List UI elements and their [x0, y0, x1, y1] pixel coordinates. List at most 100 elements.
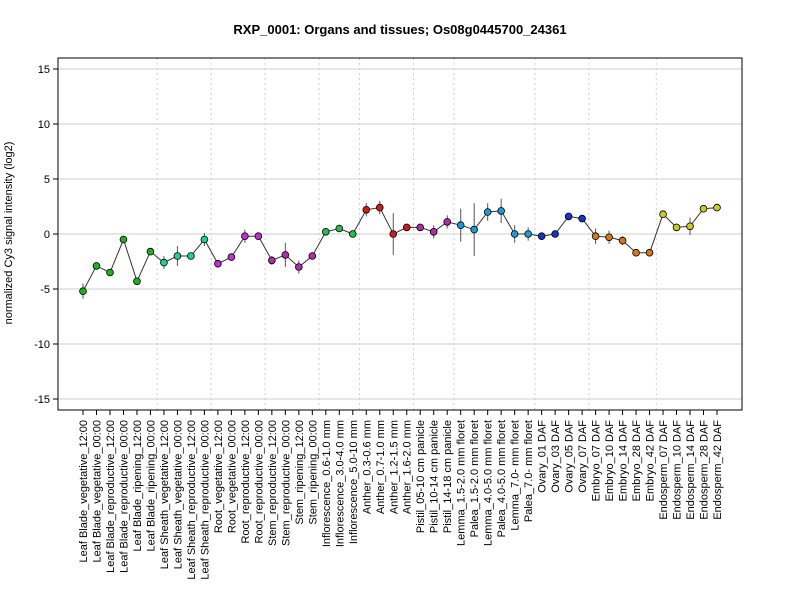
data-point	[551, 230, 559, 238]
data-point	[672, 223, 681, 232]
x-tick-label: Ovary_01 DAF	[537, 420, 549, 493]
data-point	[443, 218, 452, 226]
data-point	[402, 223, 411, 232]
data-point	[429, 228, 438, 236]
data-point	[106, 268, 114, 277]
x-tick-label: Anther_1.2-1.5 mm	[388, 420, 400, 514]
data-point	[456, 221, 465, 230]
data-point	[214, 259, 222, 268]
data-point	[645, 248, 654, 257]
x-tick-label: Inflorescence_0.6-1.0 mm	[321, 420, 333, 547]
data-point	[537, 232, 546, 241]
x-tick-label: Leaf Blade_reproductive_12:00	[105, 420, 117, 573]
x-tick-label: Root_vegetative_12:00	[213, 420, 225, 533]
data-point	[200, 235, 209, 244]
data-point	[483, 208, 492, 216]
data-point	[92, 262, 101, 270]
y-tick-label: 10	[38, 119, 50, 131]
x-tick-label: Leaf Blade_ripening_12:00	[132, 420, 144, 552]
data-point	[119, 235, 128, 244]
series-line	[82, 207, 718, 292]
x-tick-label: Embryo_07 DAF	[591, 420, 603, 502]
x-tick-label: Ovary_05 DAF	[564, 420, 576, 493]
x-tick-label: Stem_reproductive_12:00	[267, 420, 279, 546]
y-tick-label: 5	[44, 174, 50, 186]
data-point	[497, 207, 505, 215]
x-tick-label: Leaf Sheath_reproductive_12:00	[186, 420, 198, 580]
x-tick-label: Stem_ripening_12:00	[294, 420, 306, 525]
data-point	[699, 204, 708, 213]
x-tick-label: Leaf Blade_reproductive_00:00	[118, 420, 130, 573]
x-tick-label: Leaf Sheath_vegetative_00:00	[172, 420, 184, 569]
x-tick-label: Pistil_05-10 cm panicle	[415, 420, 427, 533]
x-tick-label: Endosperm_42 DAF	[712, 420, 724, 520]
x-tick-label: Root_reproductive_00:00	[253, 420, 265, 544]
data-point	[335, 224, 344, 233]
x-tick-label: Lemma_7.0- mm floret	[510, 420, 522, 531]
data-series	[79, 198, 721, 299]
x-tick-label: Root_vegetative_00:00	[226, 420, 238, 533]
y-axis: -15 -10 -5 0 5 10 15	[34, 64, 58, 406]
x-tick-label: Embryo_42 DAF	[645, 420, 657, 502]
data-point	[470, 225, 478, 234]
data-point	[308, 252, 317, 260]
y-axis-label: normalized Cy3 signal intensity (log2)	[3, 142, 15, 325]
x-tick-label: Anther_0.7-1.0 mm	[375, 420, 387, 514]
x-tick-label: Root_reproductive_12:00	[240, 420, 252, 544]
data-point	[227, 253, 236, 261]
x-tick-label: Embryo_10 DAF	[604, 420, 616, 502]
x-tick-label: Pistil_10-14 cm panicle	[429, 420, 441, 533]
data-point	[375, 203, 384, 212]
y-tick-label: -15	[34, 394, 50, 406]
x-tick-label: Embryo_14 DAF	[618, 420, 630, 502]
x-tick-label: Inflorescence_5.0-10 mm	[348, 420, 360, 544]
data-point	[146, 247, 155, 256]
chart-title: RXP_0001: Organs and tissues; Os08g04457…	[233, 22, 566, 37]
y-tick-label: -10	[34, 339, 50, 351]
data-point	[564, 212, 573, 221]
x-tick-label: Endosperm_28 DAF	[699, 420, 711, 520]
data-point	[133, 277, 141, 286]
x-tick-label: Ovary_07 DAF	[577, 420, 589, 493]
x-tick-label: Leaf Blade_vegetative_00:00	[91, 420, 103, 563]
x-tick-label: Pistil_14-18 cm panicle	[442, 420, 454, 533]
data-point	[187, 252, 195, 260]
x-tick-label: Endosperm_07 DAF	[658, 420, 670, 520]
data-point	[268, 256, 276, 265]
x-tick-label: Leaf Sheath_vegetative_12:00	[159, 420, 171, 569]
x-tick-label: Lemma_1.5-2.0 mm floret	[456, 420, 468, 546]
x-tick-label: Palea_4.0-5.0 mm floret	[496, 420, 508, 537]
grid	[58, 58, 742, 410]
data-point	[281, 251, 290, 259]
data-point	[254, 232, 263, 241]
data-point	[713, 203, 721, 212]
data-point	[524, 230, 532, 238]
x-axis: Leaf Blade_vegetative_12:00 Leaf Blade_ve…	[78, 410, 724, 580]
x-tick-label: Palea_7.0- mm floret	[523, 420, 535, 522]
x-tick-label: Leaf Blade_vegetative_12:00	[78, 420, 90, 563]
data-point	[591, 232, 600, 241]
x-tick-label: Anther_1.6-2.0 mm	[402, 420, 414, 514]
x-tick-label: Anther_0.3-0.6 mm	[361, 420, 373, 514]
data-point	[79, 287, 87, 296]
data-point	[416, 223, 425, 232]
x-tick-label: Inflorescence_3.0-4.0 mm	[334, 420, 346, 547]
data-point	[659, 210, 667, 219]
x-tick-label: Leaf Blade_ripening_00:00	[145, 420, 157, 552]
x-tick-label: Lemma_4.0-5.0 mm floret	[483, 420, 495, 546]
x-tick-label: Endosperm_14 DAF	[685, 420, 697, 520]
data-point	[389, 230, 398, 238]
plot-frame	[57, 57, 743, 411]
x-tick-label: Endosperm_10 DAF	[672, 420, 684, 520]
data-point	[362, 206, 371, 214]
data-point	[686, 222, 694, 231]
x-tick-label: Stem_ripening_00:00	[307, 420, 319, 525]
data-point	[578, 214, 586, 223]
y-tick-label: -5	[40, 284, 50, 296]
data-point	[348, 230, 357, 238]
data-point	[322, 228, 330, 236]
x-tick-label: Palea_1.5-2.0 mm floret	[469, 420, 481, 537]
data-point	[173, 252, 182, 260]
x-tick-label: Embryo_28 DAF	[631, 420, 643, 502]
data-point	[295, 263, 303, 271]
